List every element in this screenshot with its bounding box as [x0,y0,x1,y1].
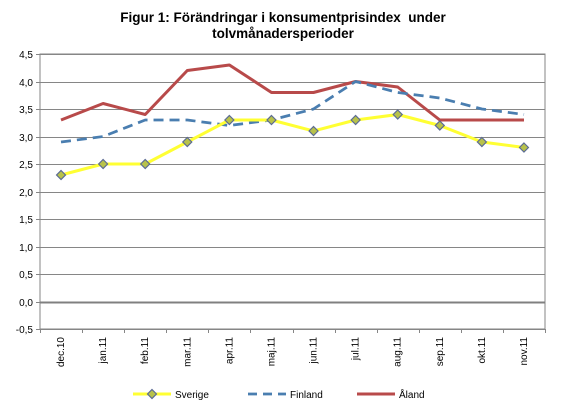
x-tick-label: sep.11 [435,337,446,367]
legend-label-åland: Åland [399,388,425,401]
y-tick-label: 4,0 [19,78,33,89]
series-line-finland [60,80,525,144]
x-tick-label: jun.11 [309,337,320,365]
series-line-åland [60,63,524,122]
y-tick-label: 4,5 [19,50,33,61]
sverige-point [266,114,277,126]
x-tick-label: jul.11 [351,337,362,362]
y-tick-label: 1,0 [19,243,33,254]
x-tick-label: aug.11 [393,337,404,367]
sverige-point [224,114,235,126]
y-tick-label: 0,0 [19,298,33,309]
legend: Sverige Finland Åland [133,388,425,401]
sverige-point [434,120,446,131]
y-tick-label: 0,5 [19,270,33,281]
x-tick-label: nov.11 [519,337,530,366]
y-tick-label: 3,5 [19,105,33,116]
x-tick-label: apr.11 [224,337,235,364]
sverige-point [392,109,404,120]
x-tick-label: maj.11 [266,337,277,367]
series-line-sverige [60,113,525,177]
sverige-point [181,136,193,148]
plot-area [39,53,546,330]
y-tick-label: -0,5 [16,325,34,336]
sverige-point [55,169,67,181]
x-tick-label: jan.11 [98,337,109,365]
sverige-point [139,158,151,170]
chart-title-line-1: Figur 1: Förändringar i konsumentprisind… [120,10,446,25]
series-layer [55,63,530,181]
legend-label-sverige: Sverige [175,390,209,401]
sverige-point [350,114,361,126]
sverige-point [308,125,319,137]
x-tick-label: feb.11 [140,337,151,364]
y-tick-label: 2,0 [19,188,33,199]
x-axis-ticks: dec.10 jan.11 feb.11 mar.11 apr.11 maj.11 jun.… [40,329,546,367]
legend-label-finland: Finland [290,390,323,401]
plot-border [39,53,546,330]
y-tick-label: 1,5 [19,215,33,226]
y-tick-label: 2,5 [19,160,33,171]
sverige-point [476,136,488,148]
x-tick-label: dec.10 [56,337,67,367]
sverige-point [97,158,109,170]
y-axis-ticks: -0,5 0,0 0,5 1,0 1,5 2,0 2,5 3,0 3,5 4,0 4,5 [16,50,40,336]
x-tick-label: mar.11 [182,337,193,367]
chart-title: Figur 1: Förändringar i konsumentprisind… [0,10,566,42]
chart-title-line-2: tolvmånadersperioder [212,26,354,41]
sverige-point [518,142,530,153]
x-tick-label: okt.11 [477,337,488,364]
legend-marker-sverige [146,388,158,400]
y-tick-label: 3,0 [19,133,33,144]
